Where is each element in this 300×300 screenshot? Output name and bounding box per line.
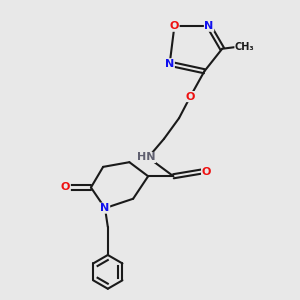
Text: N: N [165,59,174,69]
Text: N: N [100,203,109,213]
Text: O: O [186,92,195,102]
Text: CH₃: CH₃ [235,42,254,52]
Text: O: O [170,21,179,31]
Text: O: O [61,182,70,193]
Text: N: N [204,21,214,31]
Text: HN: HN [137,152,155,163]
Text: O: O [202,167,211,177]
